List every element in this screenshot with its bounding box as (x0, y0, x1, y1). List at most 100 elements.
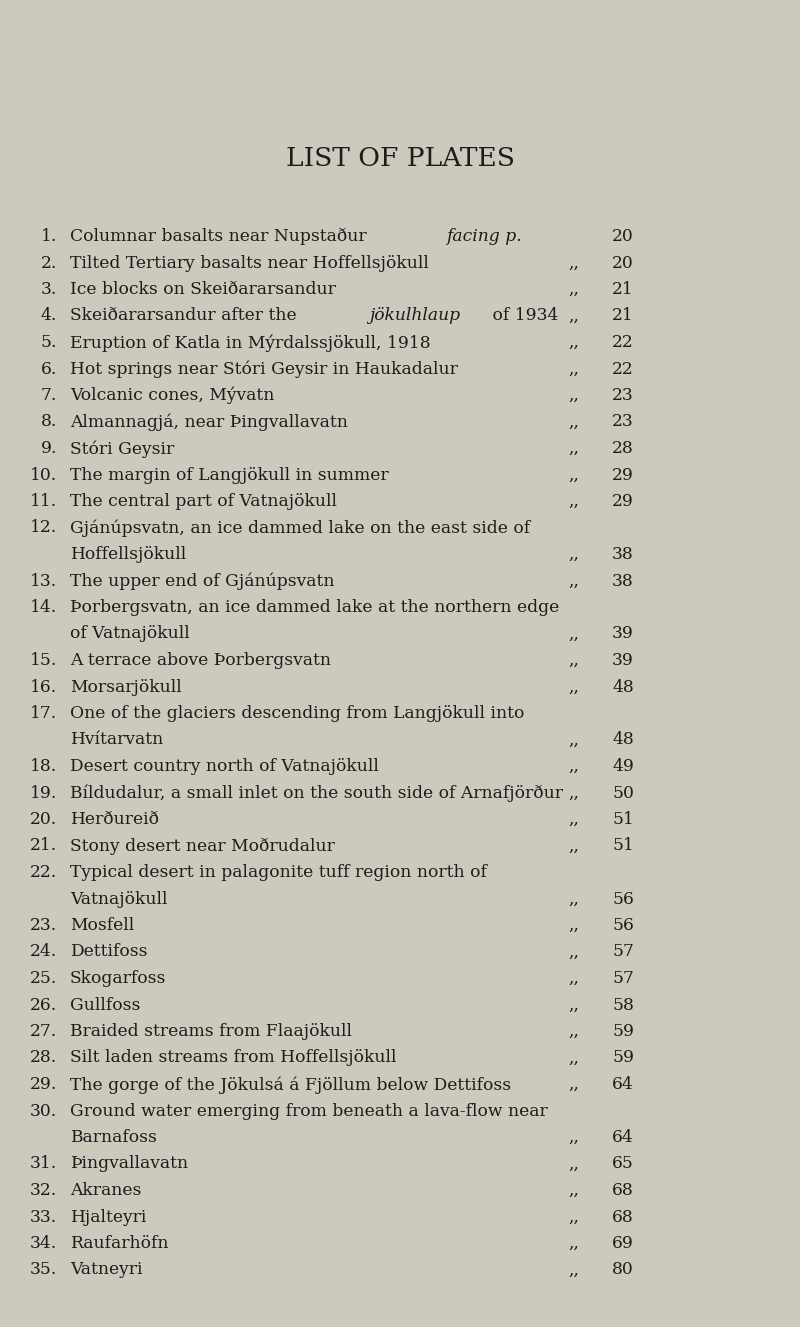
Text: 22: 22 (612, 361, 634, 377)
Text: 22.: 22. (30, 864, 57, 881)
Text: 69: 69 (612, 1235, 634, 1251)
Text: 3.: 3. (41, 281, 57, 299)
Text: 30.: 30. (30, 1103, 57, 1120)
Text: ,,: ,, (568, 1129, 579, 1147)
Text: 38: 38 (612, 545, 634, 563)
Text: Gjánúpsvatn, an ice dammed lake on the east side of: Gjánúpsvatn, an ice dammed lake on the e… (70, 519, 530, 537)
Text: 35.: 35. (30, 1262, 57, 1278)
Text: Þingvallavatn: Þingvallavatn (70, 1156, 188, 1173)
Text: ,,: ,, (568, 1050, 579, 1067)
Text: 15.: 15. (30, 652, 57, 669)
Text: 34.: 34. (30, 1235, 57, 1251)
Text: Bíldudalur, a small inlet on the south side of Arnafjörður: Bíldudalur, a small inlet on the south s… (70, 784, 563, 802)
Text: 28: 28 (612, 441, 634, 456)
Text: ,,: ,, (568, 1023, 579, 1040)
Text: 19.: 19. (30, 784, 57, 802)
Text: One of the glaciers descending from Langjökull into: One of the glaciers descending from Lang… (70, 705, 524, 722)
Text: 10.: 10. (30, 467, 57, 483)
Text: ,,: ,, (568, 652, 579, 669)
Text: 68: 68 (612, 1182, 634, 1200)
Text: 57: 57 (612, 943, 634, 961)
Text: 14.: 14. (30, 598, 57, 616)
Text: Hjalteyri: Hjalteyri (70, 1209, 146, 1226)
Text: ,,: ,, (568, 308, 579, 325)
Text: Hoffellsjökull: Hoffellsjökull (70, 545, 186, 563)
Text: 20.: 20. (30, 811, 57, 828)
Text: Vatneyri: Vatneyri (70, 1262, 142, 1278)
Text: Volcanic cones, Mývatn: Volcanic cones, Mývatn (70, 387, 274, 405)
Text: ,,: ,, (568, 572, 579, 589)
Text: Braided streams from Flaajökull: Braided streams from Flaajökull (70, 1023, 352, 1040)
Text: ,,: ,, (568, 545, 579, 563)
Text: 68: 68 (612, 1209, 634, 1226)
Text: 20: 20 (612, 255, 634, 272)
Text: ,,: ,, (568, 467, 579, 483)
Text: 64: 64 (612, 1076, 634, 1093)
Text: 57: 57 (612, 970, 634, 987)
Text: Barnafoss: Barnafoss (70, 1129, 157, 1147)
Text: Morsarjökull: Morsarjökull (70, 678, 182, 695)
Text: 80: 80 (612, 1262, 634, 1278)
Text: Dettifoss: Dettifoss (70, 943, 147, 961)
Text: 33.: 33. (30, 1209, 57, 1226)
Text: 21: 21 (612, 308, 634, 325)
Text: 29.: 29. (30, 1076, 57, 1093)
Text: 6.: 6. (41, 361, 57, 377)
Text: 31.: 31. (30, 1156, 57, 1173)
Text: Ice blocks on Skeiðararsandur: Ice blocks on Skeiðararsandur (70, 281, 336, 299)
Text: Akranes: Akranes (70, 1182, 142, 1200)
Text: Raufarhöfn: Raufarhöfn (70, 1235, 169, 1251)
Text: The margin of Langjökull in summer: The margin of Langjökull in summer (70, 467, 389, 483)
Text: 9.: 9. (41, 441, 57, 456)
Text: Stony desert near Moðrudalur: Stony desert near Moðrudalur (70, 837, 335, 855)
Text: 26.: 26. (30, 997, 57, 1014)
Text: ,,: ,, (568, 441, 579, 456)
Text: 28.: 28. (30, 1050, 57, 1067)
Text: 51: 51 (612, 837, 634, 855)
Text: ,,: ,, (568, 387, 579, 403)
Text: ,,: ,, (568, 731, 579, 748)
Text: 27.: 27. (30, 1023, 57, 1040)
Text: Hvítarvatn: Hvítarvatn (70, 731, 163, 748)
Text: 65: 65 (612, 1156, 634, 1173)
Text: ,,: ,, (568, 917, 579, 934)
Text: 18.: 18. (30, 758, 57, 775)
Text: 16.: 16. (30, 678, 57, 695)
Text: 1.: 1. (41, 228, 57, 245)
Text: 23: 23 (612, 414, 634, 430)
Text: ,,: ,, (568, 1076, 579, 1093)
Text: Desert country north of Vatnajökull: Desert country north of Vatnajökull (70, 758, 379, 775)
Text: 51: 51 (612, 811, 634, 828)
Text: of 1934: of 1934 (487, 308, 558, 325)
Text: ,,: ,, (568, 1235, 579, 1251)
Text: 13.: 13. (30, 572, 57, 589)
Text: ,,: ,, (568, 281, 579, 299)
Text: 7.: 7. (41, 387, 57, 403)
Text: 48: 48 (612, 678, 634, 695)
Text: ,,: ,, (568, 625, 579, 642)
Text: ,,: ,, (568, 678, 579, 695)
Text: 48: 48 (612, 731, 634, 748)
Text: 25.: 25. (30, 970, 57, 987)
Text: Mosfell: Mosfell (70, 917, 134, 934)
Text: Herðureið: Herðureið (70, 811, 159, 828)
Text: Ground water emerging from beneath a lava-flow near: Ground water emerging from beneath a lav… (70, 1103, 548, 1120)
Text: ,,: ,, (568, 997, 579, 1014)
Text: 64: 64 (612, 1129, 634, 1147)
Text: ,,: ,, (568, 837, 579, 855)
Text: 38: 38 (612, 572, 634, 589)
Text: ,,: ,, (568, 414, 579, 430)
Text: ,,: ,, (568, 784, 579, 802)
Text: of Vatnajökull: of Vatnajökull (70, 625, 190, 642)
Text: 21: 21 (612, 281, 634, 299)
Text: ,,: ,, (568, 1209, 579, 1226)
Text: The central part of Vatnajökull: The central part of Vatnajökull (70, 494, 337, 510)
Text: Silt laden streams from Hoffellsjökull: Silt laden streams from Hoffellsjökull (70, 1050, 397, 1067)
Text: Gullfoss: Gullfoss (70, 997, 140, 1014)
Text: Stóri Geysir: Stóri Geysir (70, 441, 174, 458)
Text: Hot springs near Stóri Geysir in Haukadalur: Hot springs near Stóri Geysir in Haukada… (70, 361, 458, 378)
Text: Columnar basalts near Nupstaður: Columnar basalts near Nupstaður (70, 228, 366, 245)
Text: 32.: 32. (30, 1182, 57, 1200)
Text: facing p.: facing p. (446, 228, 522, 245)
Text: ,,: ,, (568, 1262, 579, 1278)
